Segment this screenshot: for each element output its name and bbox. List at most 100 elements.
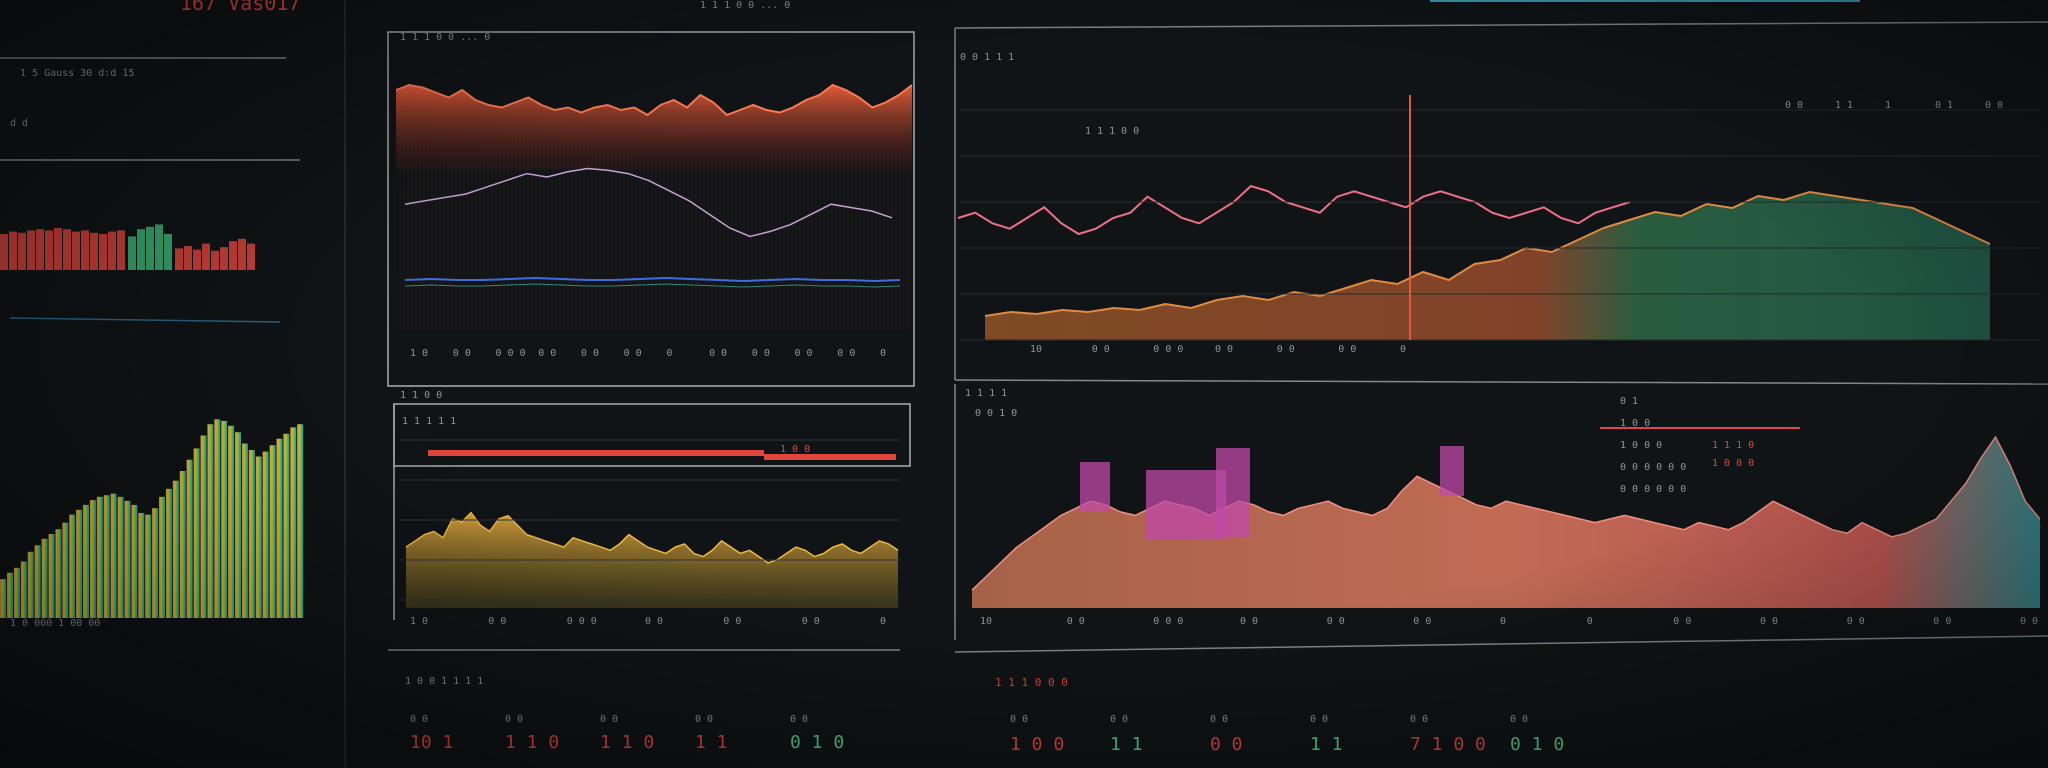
left-top-bar (202, 244, 210, 270)
right-bottom-label: 0 0 (1010, 714, 1028, 725)
right-top-chart (958, 110, 2040, 340)
x-tick-label: 0 0 (1215, 344, 1233, 355)
bottom-center-label: 0 0 (600, 714, 618, 725)
left-top-bar (175, 248, 183, 270)
left-top-bar (18, 233, 26, 270)
x-tick-label: 0 0 (802, 616, 820, 627)
left-bottom-bar (180, 471, 186, 618)
mid-center-chart (400, 440, 900, 608)
right-mid-side-value: 1 1 1 0 (1712, 440, 1754, 451)
right-mid-highlight (1216, 448, 1250, 538)
top-center-chart (396, 85, 912, 330)
bottom-center-label: 0 0 (695, 714, 713, 725)
x-tick-label: 0 0 (645, 616, 663, 627)
mid-center-caption: 1 1 1 1 1 (402, 416, 456, 427)
left-top-tag: d d (10, 118, 28, 129)
left-bottom-bar (194, 448, 200, 618)
x-tick-label: 1 0 (410, 348, 428, 359)
right-mid-highlight (1146, 470, 1226, 540)
right-bottom-value: 1 1 (1110, 734, 1143, 755)
x-tick-label: 0 0 (1327, 616, 1345, 627)
right-top-legend-item: 1 (1885, 100, 1891, 111)
x-tick-label: 0 0 (795, 348, 813, 359)
right-bottom-value: 7 1 0 0 (1410, 734, 1486, 755)
left-top-bar (27, 230, 35, 270)
x-tick-label: 0 0 (752, 348, 770, 359)
left-bottom-bar (83, 505, 89, 618)
bottom-center-label: 0 0 (505, 714, 523, 725)
left-bottom-bar (97, 497, 103, 618)
right-bottom-value: 1 0 0 (1010, 734, 1064, 755)
left-bottom-bar (28, 552, 34, 618)
left-top-bar (36, 229, 44, 270)
mid-center-title: 1 1 0 0 (400, 390, 442, 401)
left-bottom-bar (207, 424, 213, 618)
left-top-bar (117, 230, 125, 270)
x-tick-label: 0 0 0 (1153, 616, 1183, 627)
x-tick-label: 0 0 (1067, 616, 1085, 627)
left-bottom-bar (290, 427, 296, 618)
x-tick-label: 0 (1400, 344, 1406, 355)
x-tick-label: 0 0 (709, 348, 727, 359)
left-bottom-bar (111, 494, 117, 618)
x-tick-label: 0 0 (453, 348, 471, 359)
right-bottom-header: 1 1 1 0 0 0 (995, 676, 1068, 689)
x-tick-label: 0 0 (1240, 616, 1258, 627)
x-tick-label: 0 (880, 348, 886, 359)
x-tick-label: 0 0 (1277, 344, 1295, 355)
right-mid-side-label: 0 0 0 0 0 0 (1620, 484, 1686, 495)
left-bottom-bar (249, 450, 255, 618)
left-bottom-bar (21, 562, 27, 619)
left-top-bar (9, 232, 17, 270)
right-mid-chart (972, 437, 2040, 608)
right-top-legend-item: 0 0 (1985, 100, 2003, 111)
left-bottom-bar (0, 579, 6, 618)
x-tick-label: 0 0 (1092, 344, 1110, 355)
x-tick-label: 0 (1500, 616, 1506, 627)
left-bottom-bar (35, 545, 41, 618)
left-top-chart (0, 224, 255, 270)
right-top-legend-item: 1 1 (1835, 100, 1853, 111)
x-tick-label: 0 0 0 (496, 348, 526, 359)
left-top-bar (247, 244, 255, 270)
right-bottom-value: 0 0 (1210, 734, 1243, 755)
left-top-trend-line (10, 318, 280, 322)
left-bottom-bar (276, 439, 282, 618)
left-top-bar (193, 250, 201, 270)
left-bottom-bar (76, 510, 82, 618)
right-bottom-label: 0 0 (1110, 714, 1128, 725)
left-bottom-bar (242, 444, 248, 619)
header-top-center: 1 1 1 0 0 ... 0 (700, 0, 790, 11)
bottom-center-header: 1 0 0 1 1 1 1 (405, 676, 483, 687)
x-tick-label: 0 0 (2020, 616, 2038, 627)
left-bottom-bar (283, 434, 289, 618)
left-top-bar (238, 239, 246, 270)
left-top-bar (184, 246, 192, 270)
left-bottom-bar (131, 505, 137, 618)
right-mid-area (972, 437, 2040, 608)
left-top-bar (63, 229, 71, 270)
x-tick-label: 0 0 (1847, 616, 1865, 627)
x-tick-label: 1 0 (410, 616, 428, 627)
bottom-center-value: 0 1 0 (790, 732, 844, 753)
x-tick-label: 10 (980, 616, 992, 627)
right-mid-note: 0 0 1 0 (975, 408, 1017, 419)
bottom-center-label: 0 0 (410, 714, 428, 725)
right-mid-side-labels: 0 1 1 0 0 1 0 0 0 0 0 0 0 0 0 0 0 0 0 0 0 1 1… (1620, 396, 1754, 495)
left-bottom-bar (159, 497, 165, 618)
x-tick-label: 0 (1587, 616, 1593, 627)
right-top-note-mid: 1 1 1 0 0 (1085, 126, 1139, 137)
x-tick-label: 0 (880, 616, 886, 627)
mid-center-red-bar (428, 450, 764, 456)
header-title: 167 Vas017 (180, 0, 300, 15)
left-top-bar (164, 234, 172, 270)
left-top-bar (108, 232, 116, 270)
left-bottom-bar (221, 421, 227, 618)
right-bottom-label: 0 0 (1310, 714, 1328, 725)
left-top-bar (229, 241, 237, 270)
right-mid-side-label: 0 0 0 0 0 0 (1620, 462, 1686, 473)
right-top-legend: 0 0 1 1 1 0 1 0 0 (1785, 100, 2003, 111)
left-top-bar (128, 236, 136, 270)
right-top-note-left: 0 0 1 1 1 (960, 52, 1014, 63)
